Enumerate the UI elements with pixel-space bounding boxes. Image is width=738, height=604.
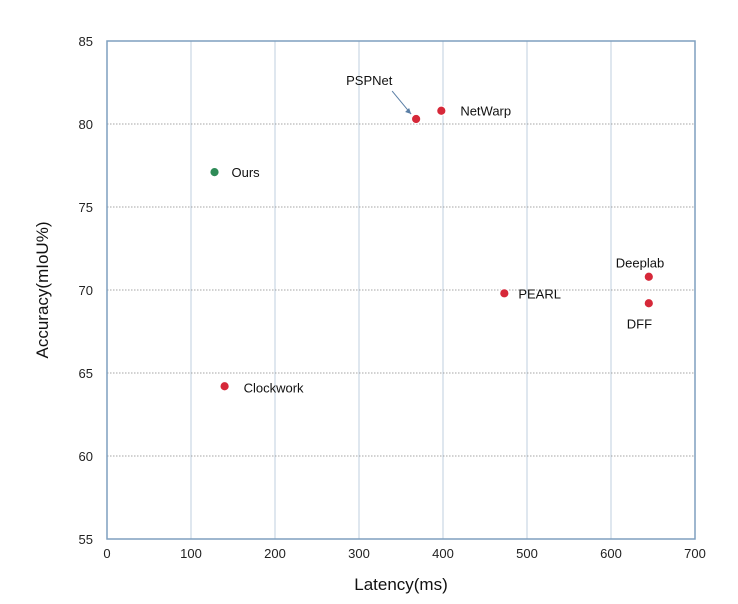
point-pspnet	[411, 113, 422, 125]
x-tick-label-2: 200	[264, 546, 286, 561]
x-tick-label-7: 700	[684, 546, 706, 561]
point-pearl	[499, 288, 510, 299]
data-points	[209, 105, 654, 392]
y-tick-label-1: 60	[79, 449, 93, 464]
x-tick-label-4: 400	[432, 546, 454, 561]
point-label-pearl: PEARL	[518, 286, 561, 301]
y-axis-ticks: 55 60 65 70 75 80 85	[79, 34, 93, 547]
x-tick-label-5: 500	[516, 546, 538, 561]
point-label-ours: Ours	[232, 165, 261, 180]
point-label-clockwork: Clockwork	[244, 380, 304, 395]
point-clockwork	[219, 381, 230, 392]
plot-frame	[106, 40, 696, 540]
point-ours	[209, 167, 220, 178]
point-label-deeplab: Deeplab	[616, 256, 664, 271]
point-dff	[643, 298, 654, 309]
y-tick-label-6: 85	[79, 34, 93, 49]
point-label-netwarp: NetWarp	[460, 104, 511, 119]
point-label-pspnet: PSPNet	[346, 73, 393, 88]
y-tick-label-0: 55	[79, 532, 93, 547]
y-tick-label-3: 70	[79, 283, 93, 298]
point-labels: Ours PSPNet NetWarp PEARL Deeplab DFF Clockwor…	[232, 73, 665, 395]
point-label-dff: DFF	[627, 316, 652, 331]
y-axis-label: Accuracy(mIoU%)	[33, 222, 52, 359]
y-tick-label-4: 75	[79, 200, 93, 215]
y-tick-label-5: 80	[79, 117, 93, 132]
x-tick-label-6: 600	[600, 546, 622, 561]
x-tick-label-1: 100	[180, 546, 202, 561]
point-deeplab	[643, 271, 654, 282]
y-tick-label-2: 65	[79, 366, 93, 381]
x-tick-label-3: 300	[348, 546, 370, 561]
point-netwarp	[436, 105, 447, 116]
x-tick-label-0: 0	[103, 546, 110, 561]
x-axis-label: Latency(ms)	[354, 575, 448, 594]
x-axis-ticks: 0 100 200 300 400 500 600 700	[103, 546, 705, 561]
pspnet-pointer-arrowhead	[405, 108, 412, 115]
